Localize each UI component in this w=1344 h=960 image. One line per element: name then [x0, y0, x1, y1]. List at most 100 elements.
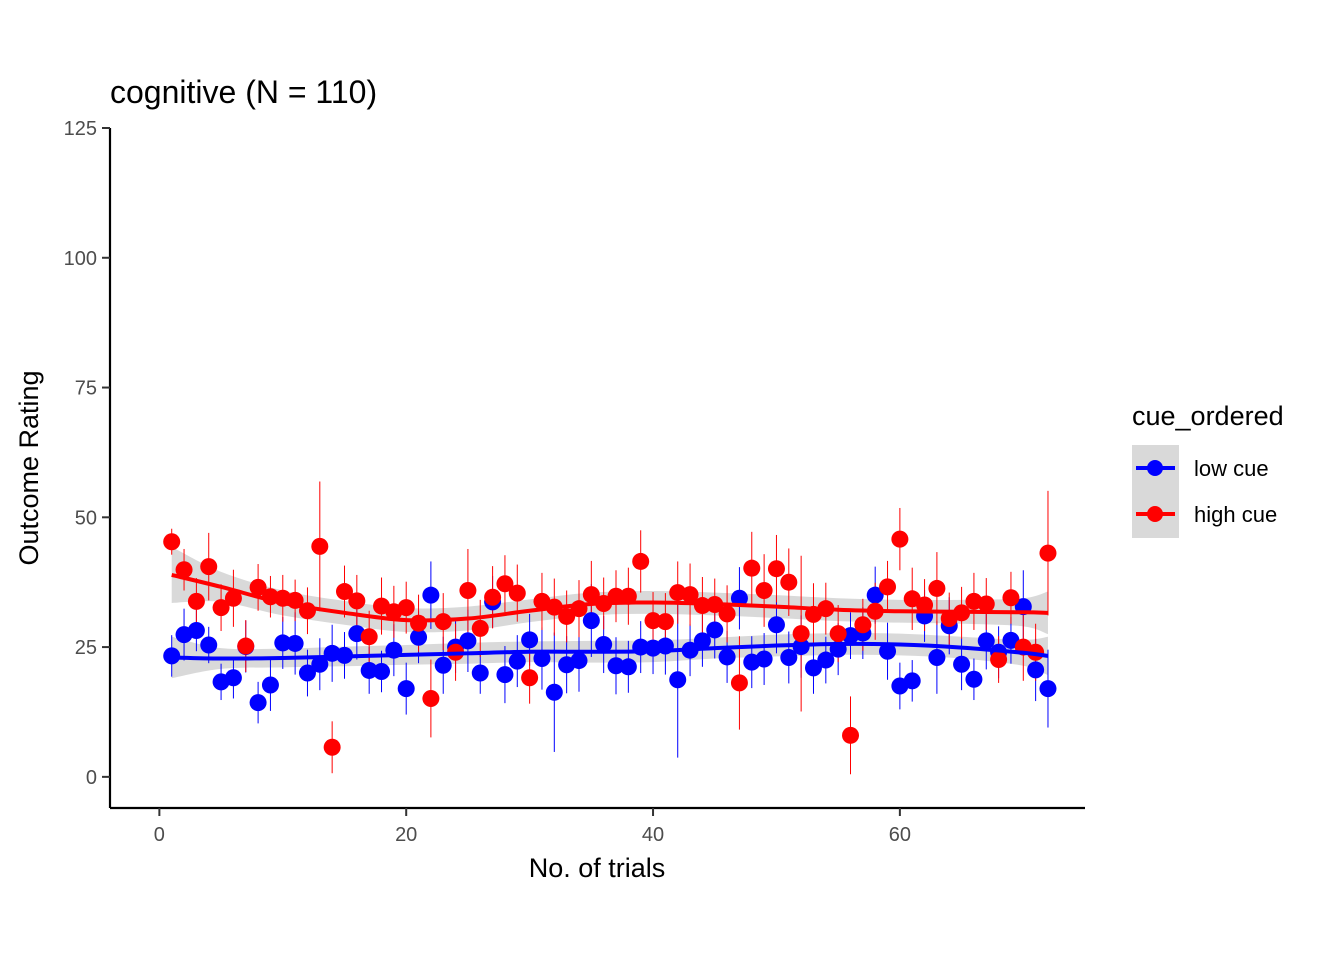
high-cue-point [582, 586, 600, 604]
low-cue-point [977, 632, 995, 650]
low-cue-point [163, 647, 181, 665]
y-tick-label: 0 [86, 767, 97, 789]
high-cue-point [854, 616, 872, 634]
x-tick-label: 60 [889, 824, 911, 846]
low-cue-point [780, 648, 798, 666]
high-cue-point [780, 573, 798, 591]
high-cue-point [619, 587, 637, 605]
high-cue-point [249, 578, 267, 596]
high-cue-point [521, 669, 539, 687]
high-cue-point [422, 689, 440, 707]
low-cue-point [928, 648, 946, 666]
low-cue-point [755, 650, 773, 668]
low-cue-point [817, 651, 835, 669]
plot-area [163, 481, 1057, 775]
low-cue-point [693, 632, 711, 650]
low-cue-point [286, 634, 304, 652]
legend-marker-high [1147, 506, 1163, 522]
low-cue-point [706, 621, 724, 639]
low-cue-point [953, 655, 971, 673]
high-cue-point [730, 674, 748, 692]
low-cue-point [496, 666, 514, 684]
low-cue-point [471, 664, 489, 682]
high-cue-point [187, 592, 205, 610]
high-cue-point [163, 533, 181, 551]
y-axis-title: Outcome Rating [14, 370, 44, 565]
low-cue-point [298, 664, 316, 682]
low-cue-point [1039, 680, 1057, 698]
low-cue-point [397, 680, 415, 698]
x-tick-label: 20 [395, 824, 417, 846]
low-cue-point [866, 586, 884, 604]
low-cue-point [422, 586, 440, 604]
high-cue-point [311, 537, 329, 555]
low-cue-point [360, 661, 378, 679]
high-cue-point [323, 738, 341, 756]
high-cue-point [348, 592, 366, 610]
y-tick-label: 25 [75, 637, 97, 659]
y-axis-ticks: 0 25 50 75 100 125 [64, 118, 110, 789]
low-cue-point [804, 659, 822, 677]
low-cue-point [767, 616, 785, 634]
high-cue-smooth-line [171, 572, 1049, 623]
high-cue-point [977, 595, 995, 613]
legend: cue_ordered low cue high cue [1132, 401, 1284, 538]
x-tick-label: 40 [642, 824, 664, 846]
high-cue-point [212, 599, 230, 617]
high-cue-point [335, 583, 353, 601]
low-cue-point [508, 652, 526, 670]
high-cue-point [471, 619, 489, 637]
low-cue-point [730, 589, 748, 607]
low-cue-point [619, 658, 637, 676]
high-cue-point [237, 637, 255, 655]
low-cue-point [545, 683, 563, 701]
high-cue-point [607, 587, 625, 605]
high-cue-point [842, 726, 860, 744]
legend-label-high: high cue [1194, 502, 1277, 527]
high-cue-point [558, 607, 576, 625]
high-cue-point [879, 578, 897, 596]
x-axis-title: No. of trials [529, 853, 666, 883]
x-tick-label: 0 [154, 824, 165, 846]
high-cue-point [829, 625, 847, 643]
high-cue-point [792, 625, 810, 643]
high-cue-point [360, 628, 378, 646]
high-cue-point [656, 613, 674, 631]
high-cue-point [200, 558, 218, 576]
low-cue-point [1027, 661, 1045, 679]
high-cue-point [508, 584, 526, 602]
low-cue-point [582, 612, 600, 630]
high-cue-point [755, 582, 773, 600]
high-cue-point [224, 589, 242, 607]
low-cue-point [570, 652, 588, 670]
low-cue-point [521, 631, 539, 649]
high-cue-point [718, 605, 736, 623]
low-cue-point [533, 650, 551, 668]
legend-title: cue_ordered [1132, 401, 1284, 431]
low-cue-point [410, 628, 428, 646]
high-cue-point [459, 582, 477, 600]
low-cue-point [903, 672, 921, 690]
low-cue-point [459, 632, 477, 650]
low-cue-point [200, 636, 218, 654]
high-cue-point [990, 651, 1008, 669]
low-cue-smooth-line [171, 641, 1049, 661]
high-cue-point [681, 586, 699, 604]
legend-label-low: low cue [1194, 456, 1269, 481]
low-cue-point [607, 657, 625, 675]
low-cue-point [261, 676, 279, 694]
x-axis-ticks: 0 20 40 60 [154, 808, 911, 846]
y-tick-label: 125 [64, 118, 97, 140]
high-cue-point [496, 575, 514, 593]
y-tick-label: 75 [75, 378, 97, 400]
low-cue-point [434, 656, 452, 674]
low-cue-point [187, 621, 205, 639]
y-tick-label: 50 [75, 507, 97, 529]
low-cue-point [224, 669, 242, 687]
high-cue-point [1039, 544, 1057, 562]
high-cue-point [743, 559, 761, 577]
low-cue-point [595, 635, 613, 653]
high-cue-point [891, 530, 909, 548]
high-cue-point [1002, 589, 1020, 607]
high-cue-point [397, 599, 415, 617]
